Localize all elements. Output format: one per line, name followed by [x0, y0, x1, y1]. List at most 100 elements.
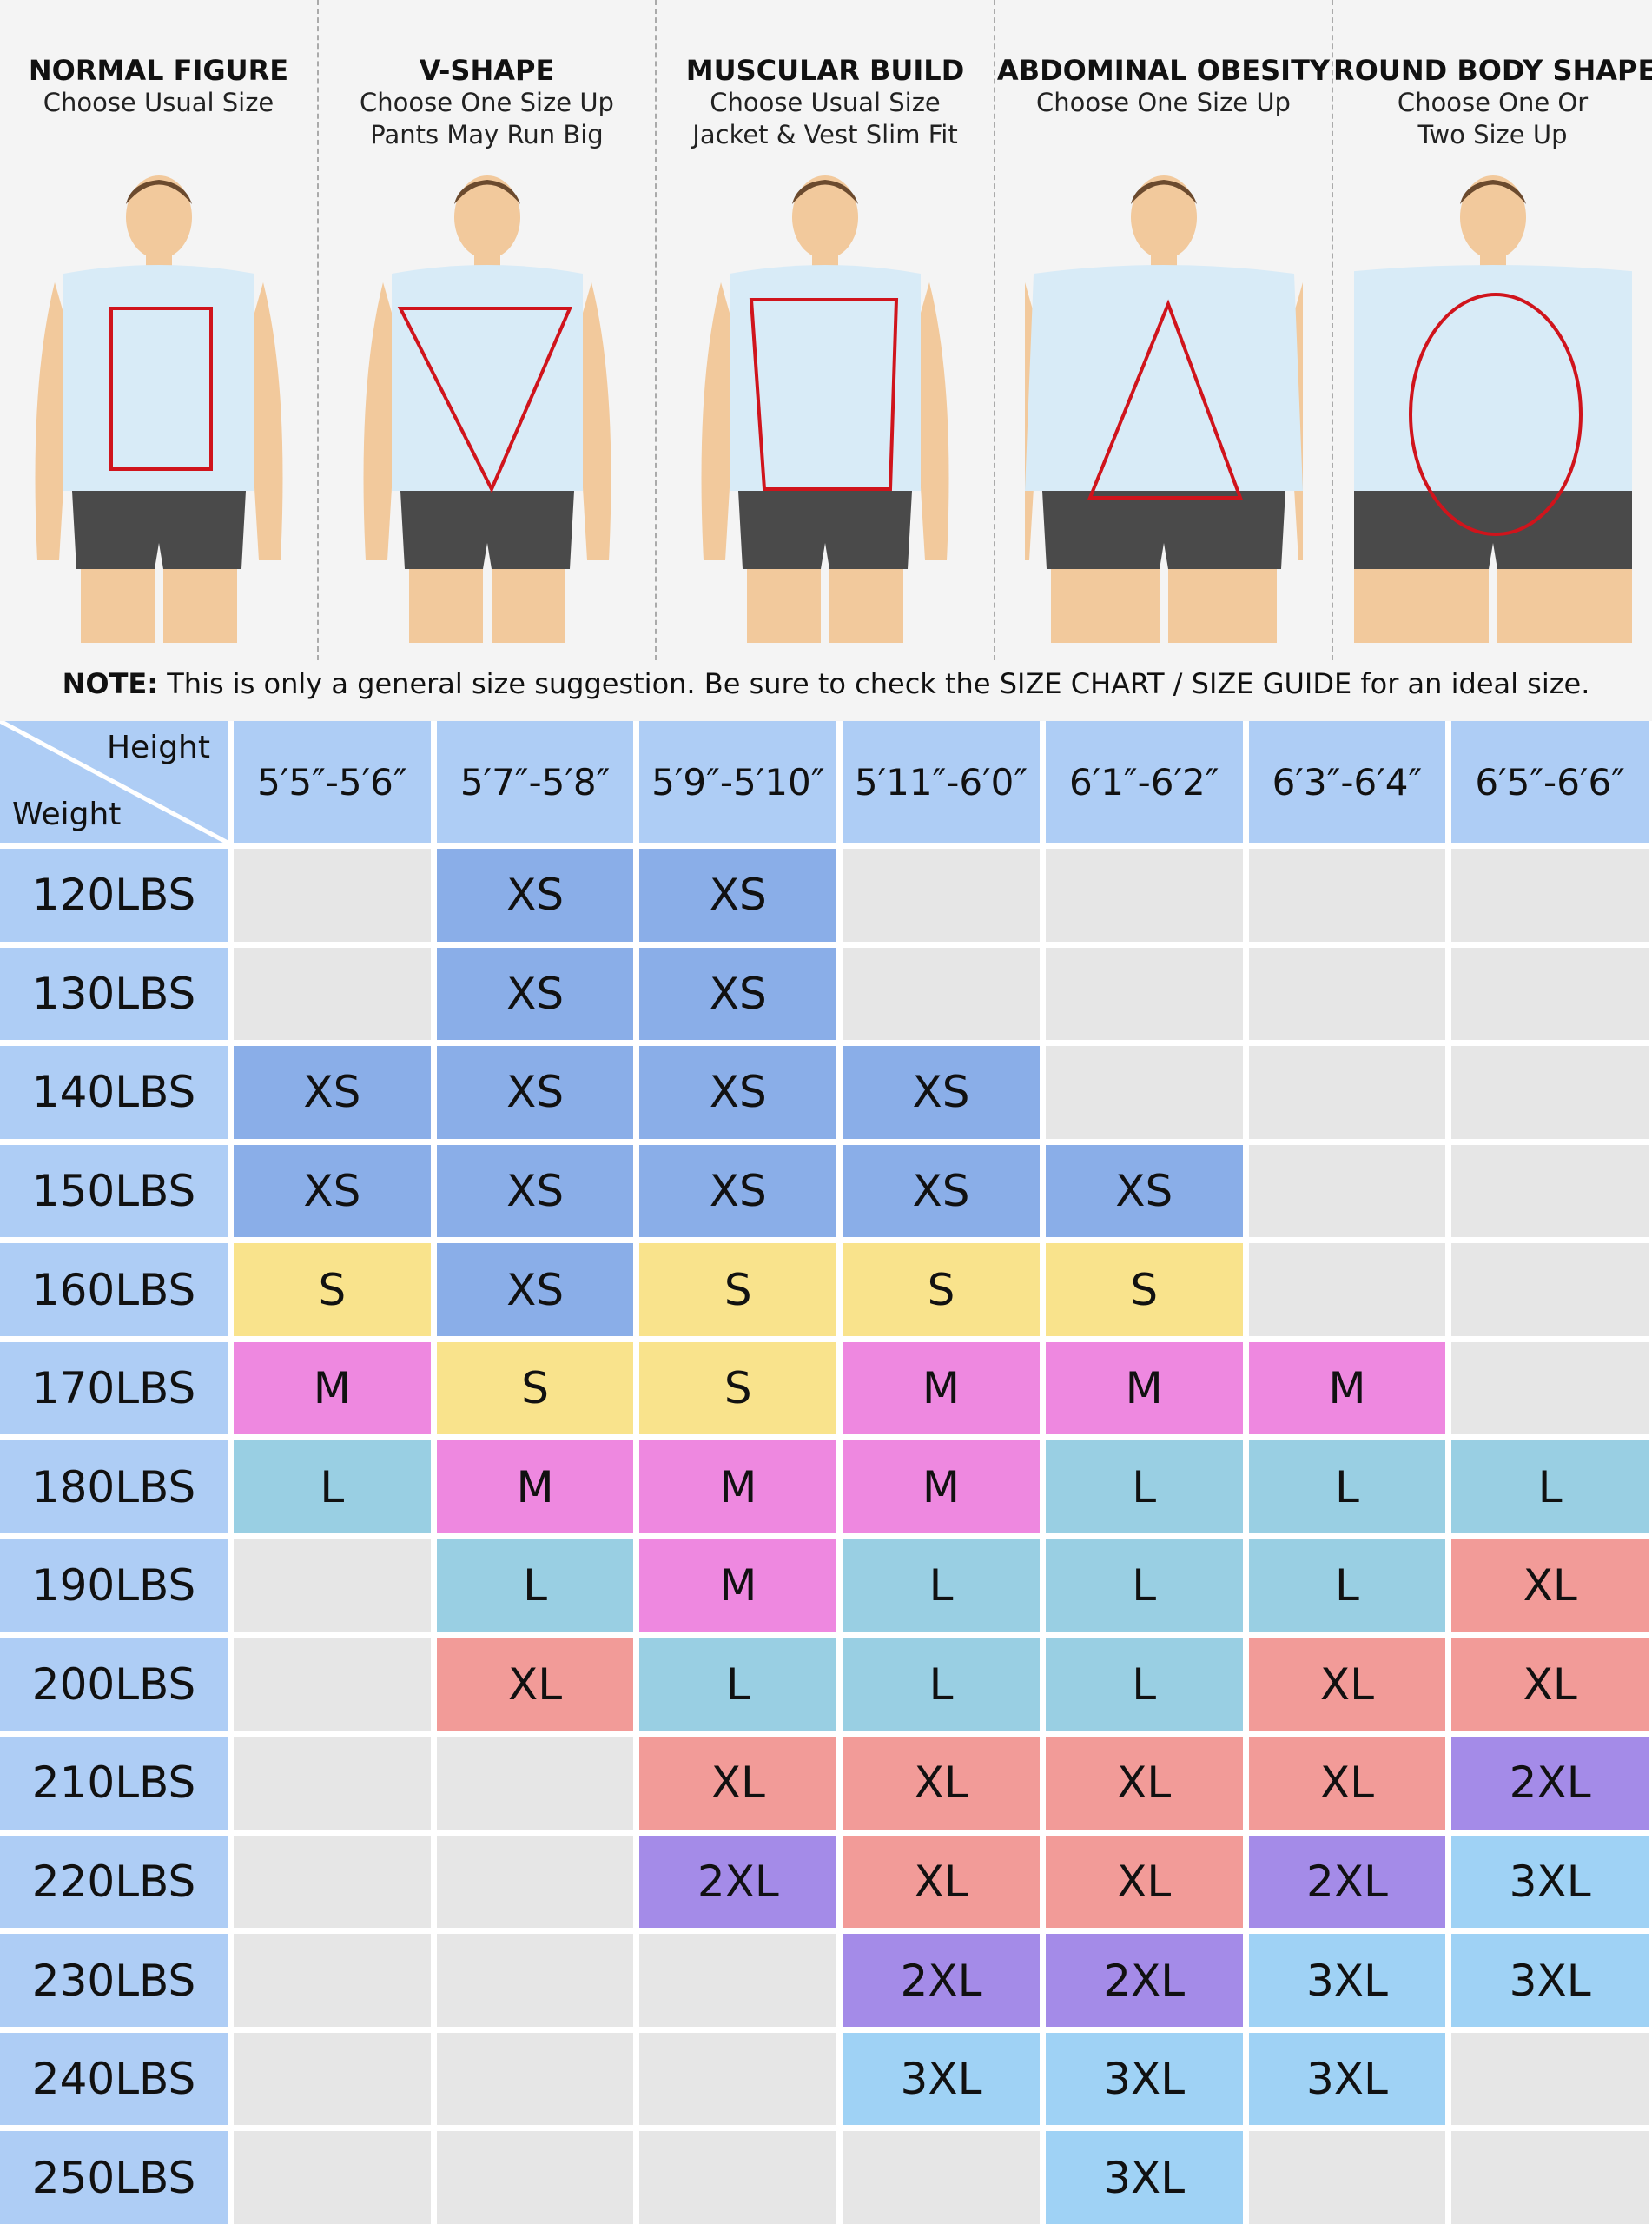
size-cell: XS: [843, 1144, 1040, 1238]
body-type-title: NORMAL FIGURE: [28, 54, 289, 87]
size-cell: XS: [436, 1046, 634, 1139]
weight-label: Weight: [12, 797, 122, 832]
size-cell: 2XL: [843, 1934, 1040, 2027]
body-type-rectangle: NORMAL FIGURE Choose Usual Size: [0, 0, 319, 660]
body-types: NORMAL FIGURE Choose Usual Size V-SHAPE Cho…: [0, 0, 1652, 660]
empty-cell: [436, 1934, 634, 2027]
height-header: 5′7″-5′8″: [436, 721, 634, 843]
size-cell: L: [639, 1638, 837, 1731]
body-type-advice: Choose Usual Size: [43, 88, 274, 117]
size-cell: XL: [1451, 1638, 1649, 1731]
empty-cell: [234, 1934, 431, 2027]
size-cell: 3XL: [1248, 2032, 1446, 2126]
empty-cell: [1248, 849, 1446, 942]
empty-cell: [1451, 1144, 1649, 1238]
empty-cell: [436, 2131, 634, 2224]
size-cell: M: [1248, 1341, 1446, 1435]
size-cell: 2XL: [1451, 1737, 1649, 1830]
size-cell: 2XL: [639, 1835, 837, 1929]
weight-row-label: 160LBS: [0, 1243, 228, 1336]
body-type-advice: Choose One Size Up: [360, 88, 614, 117]
size-cell: XS: [436, 1243, 634, 1336]
empty-cell: [234, 1835, 431, 1929]
weight-row-label: 180LBS: [0, 1440, 228, 1533]
height-header: 5′9″-5′10″: [639, 721, 837, 843]
size-cell: 2XL: [1248, 1835, 1446, 1929]
size-cell: L: [843, 1539, 1040, 1632]
weight-row-label: 130LBS: [0, 947, 228, 1041]
size-cell: XL: [639, 1737, 837, 1830]
diagonal-divider: [0, 721, 228, 843]
body-type-title: ROUND BODY SHAPE: [1333, 54, 1652, 87]
empty-cell: [1248, 2131, 1446, 2224]
size-cell: 3XL: [1248, 1934, 1446, 2027]
weight-row-label: 190LBS: [0, 1539, 228, 1632]
size-cell: L: [1248, 1440, 1446, 1533]
size-cell: M: [1045, 1341, 1243, 1435]
empty-cell: [1451, 1046, 1649, 1139]
size-cell: 3XL: [1045, 2131, 1243, 2224]
body-type-advice: Choose One Size Up: [1036, 88, 1291, 117]
size-cell: L: [843, 1638, 1040, 1731]
size-cell: L: [234, 1440, 431, 1533]
body-type-inverted-triangle: V-SHAPE Choose One Size Up Pants May Run B…: [319, 0, 657, 660]
size-cell: XS: [234, 1144, 431, 1238]
size-cell: 3XL: [1451, 1835, 1649, 1929]
empty-cell: [234, 849, 431, 942]
note-text: This is only a general size suggestion. …: [158, 667, 1590, 700]
size-cell: S: [436, 1341, 634, 1435]
size-cell: XS: [639, 1046, 837, 1139]
size-cell: S: [234, 1243, 431, 1336]
empty-cell: [639, 2131, 837, 2224]
empty-cell: [843, 947, 1040, 1041]
empty-cell: [1451, 1341, 1649, 1435]
size-cell: XL: [1451, 1539, 1649, 1632]
height-header: 5′11″-6′0″: [843, 721, 1040, 843]
size-cell: 3XL: [1451, 1934, 1649, 2027]
body-type-title: MUSCULAR BUILD: [685, 54, 965, 87]
empty-cell: [1045, 1046, 1243, 1139]
size-cell: XL: [1248, 1638, 1446, 1731]
weight-row-label: 170LBS: [0, 1341, 228, 1435]
empty-cell: [843, 2131, 1040, 2224]
body-type-trapezoid: MUSCULAR BUILD Choose Usual Size Jacket & …: [657, 0, 995, 660]
weight-row-label: 240LBS: [0, 2032, 228, 2126]
size-cell: XS: [843, 1046, 1040, 1139]
size-cell: M: [639, 1440, 837, 1533]
empty-cell: [234, 1737, 431, 1830]
size-cell: S: [1045, 1243, 1243, 1336]
body-figure-triangle: [1024, 175, 1303, 643]
weight-row-label: 120LBS: [0, 849, 228, 942]
size-cell: XS: [234, 1046, 431, 1139]
empty-cell: [234, 2131, 431, 2224]
weight-row-label: 250LBS: [0, 2131, 228, 2224]
empty-cell: [639, 1934, 837, 2027]
weight-row-label: 200LBS: [0, 1638, 228, 1731]
empty-cell: [1451, 2032, 1649, 2126]
empty-cell: [234, 947, 431, 1041]
size-cell: XL: [1248, 1737, 1446, 1830]
empty-cell: [1248, 1243, 1446, 1336]
empty-cell: [1451, 947, 1649, 1041]
empty-cell: [436, 1835, 634, 1929]
size-cell: S: [639, 1243, 837, 1336]
body-type-advice: Pants May Run Big: [370, 120, 604, 149]
body-type-advice: Choose Usual Size: [710, 88, 941, 117]
empty-cell: [1248, 1144, 1446, 1238]
body-type-advice: Two Size Up: [1417, 120, 1568, 149]
body-type-oval: ROUND BODY SHAPE Choose One Or Two Size Up: [1333, 0, 1652, 660]
size-cell: XL: [1045, 1737, 1243, 1830]
empty-cell: [843, 849, 1040, 942]
empty-cell: [234, 2032, 431, 2126]
body-type-title: V-SHAPE: [419, 54, 555, 87]
weight-row-label: 210LBS: [0, 1737, 228, 1830]
empty-cell: [1248, 1046, 1446, 1139]
body-figure-rectangle: [35, 175, 282, 643]
weight-row-label: 230LBS: [0, 1934, 228, 2027]
height-header: 6′1″-6′2″: [1045, 721, 1243, 843]
body-type-advice: Choose One Or: [1397, 88, 1589, 117]
empty-cell: [1248, 947, 1446, 1041]
note-label: NOTE:: [62, 667, 159, 700]
size-cell: L: [1045, 1638, 1243, 1731]
size-cell: 3XL: [843, 2032, 1040, 2126]
